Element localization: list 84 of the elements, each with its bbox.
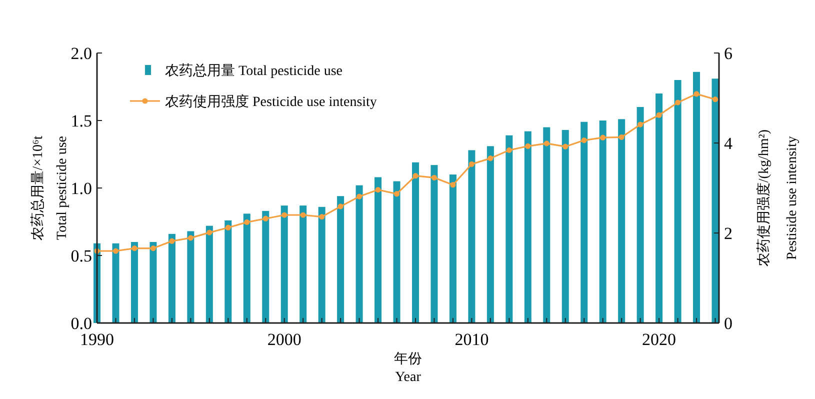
bar — [374, 177, 382, 323]
bar — [449, 174, 456, 323]
point — [674, 100, 681, 106]
point — [468, 161, 474, 167]
bar — [506, 135, 513, 323]
point — [356, 194, 362, 200]
bar — [412, 162, 419, 323]
bar — [543, 127, 550, 323]
bar — [580, 122, 588, 323]
point — [338, 204, 344, 210]
bar — [712, 78, 719, 323]
bar — [243, 214, 250, 323]
point — [638, 122, 644, 128]
y2-tick-label: 2 — [724, 224, 732, 243]
bar — [486, 146, 494, 323]
y2-tick-label: 0 — [724, 314, 732, 333]
bar — [280, 206, 288, 323]
bar — [636, 107, 644, 323]
point — [488, 156, 494, 162]
y2-tick-label: 4 — [724, 134, 733, 153]
bar — [618, 119, 626, 323]
point — [412, 173, 418, 179]
point — [225, 224, 231, 230]
y-tick-label: 1.5 — [70, 112, 92, 130]
point — [188, 235, 194, 241]
point — [525, 143, 531, 149]
point — [506, 147, 512, 153]
x-tick-label: 2010 — [454, 330, 489, 349]
point — [169, 238, 175, 244]
bar — [224, 220, 232, 323]
bar — [112, 243, 120, 323]
point — [262, 216, 268, 222]
point — [562, 144, 568, 150]
point — [300, 212, 306, 218]
point — [319, 214, 325, 220]
y-tick-label: 0.0 — [70, 314, 92, 333]
point — [282, 212, 288, 218]
point — [544, 140, 550, 146]
bar — [262, 210, 270, 323]
point — [431, 174, 438, 180]
y2-tick-label: 6 — [724, 44, 732, 63]
point — [656, 112, 662, 118]
y2-axis-title: 农药使用强度/(kg/hm²) Pestiside use intensity — [756, 129, 800, 267]
x-axis-title: 年份 Year — [394, 351, 422, 385]
bar — [318, 206, 326, 323]
bar — [562, 130, 569, 323]
bar — [468, 150, 476, 323]
bar — [393, 181, 400, 323]
y-tick-label: 0.5 — [70, 246, 92, 266]
point — [132, 246, 138, 252]
legend-label: 农药总用量 Total pesticide use — [165, 63, 342, 79]
bar — [656, 94, 663, 323]
point — [375, 187, 381, 193]
y-tick-label: 1.0 — [70, 179, 92, 198]
x-tick-label: 1990 — [80, 330, 114, 349]
bar — [168, 234, 176, 323]
point — [618, 134, 624, 140]
bar — [130, 242, 138, 323]
bar — [356, 185, 363, 323]
point — [206, 230, 212, 236]
bar — [300, 206, 307, 323]
point — [712, 96, 718, 102]
bar — [674, 80, 682, 323]
point — [150, 246, 156, 252]
bar — [187, 231, 194, 323]
point — [581, 138, 587, 144]
bar — [430, 165, 438, 323]
bar — [599, 120, 606, 323]
x-tick-label: 2000 — [267, 330, 302, 349]
point — [600, 134, 606, 140]
y-tick-label: 2.0 — [70, 44, 92, 63]
point — [694, 91, 700, 97]
x-tick-label: 2020 — [642, 330, 676, 349]
bar — [524, 131, 532, 323]
point — [112, 248, 119, 254]
legend-label: 农药使用强度 Pesticide use intensity — [165, 94, 377, 110]
bar — [206, 226, 213, 323]
point — [394, 191, 400, 197]
bar — [693, 72, 700, 323]
bar — [150, 242, 157, 323]
y-axis-title: 农药总用量/×10⁶t Total pesticide use — [30, 136, 70, 240]
bar — [337, 196, 344, 323]
point — [450, 182, 456, 188]
point — [244, 219, 250, 225]
